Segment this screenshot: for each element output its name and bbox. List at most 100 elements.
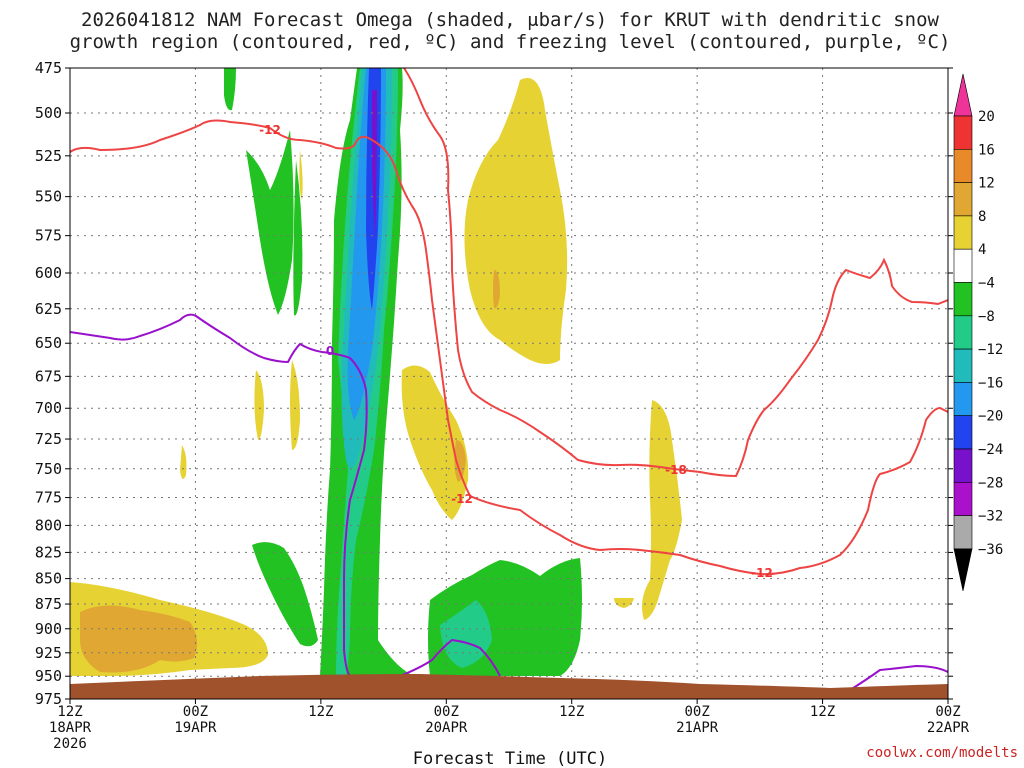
x-tick-label: 00Z <box>684 704 709 720</box>
omega-positive-region <box>290 360 300 450</box>
colorbar-label: 16 <box>978 142 995 158</box>
y-tick-label: 825 <box>35 543 62 561</box>
colorbar-label: −28 <box>978 475 1003 491</box>
x-tick-date-label: 21APR <box>676 720 719 736</box>
colorbar-label: −16 <box>978 375 1003 391</box>
colorbar-swatch <box>953 149 973 183</box>
y-tick-label: 900 <box>35 620 62 638</box>
colorbar-label: −4 <box>978 276 995 292</box>
y-tick-label: 775 <box>35 489 62 507</box>
y-tick-label: 625 <box>35 300 62 318</box>
colorbar-swatch <box>953 315 973 350</box>
red-contour-label: -12 <box>451 492 473 506</box>
freezing-level-contour <box>399 638 501 677</box>
y-tick-label: 700 <box>35 399 62 417</box>
y-tick-label: 725 <box>35 430 62 448</box>
y-tick-label: 500 <box>35 104 62 122</box>
colorbar-label: 12 <box>978 176 995 192</box>
plot-area: -12 -12 -18 -12 0 <box>70 68 948 699</box>
colorbar-label: −8 <box>978 309 995 325</box>
y-tick-label: 525 <box>35 147 62 165</box>
y-tick-label: 975 <box>35 690 62 708</box>
y-tick-label: 750 <box>35 460 62 478</box>
plot-frame <box>69 67 949 700</box>
colorbar-label: −32 <box>978 509 1003 525</box>
y-tick-label: 475 <box>35 59 62 77</box>
credit-text: coolwx.com/modelts <box>866 745 1018 761</box>
omega-positive-region <box>493 270 500 309</box>
colorbar-swatch <box>953 115 973 150</box>
y-tick-label: 575 <box>35 227 62 245</box>
colorbar-swatch <box>953 182 973 217</box>
x-tick-year-label: 2026 <box>53 736 87 752</box>
omega-positive-region <box>642 400 682 620</box>
colorbar-top-arrow <box>953 73 973 117</box>
colorbar-swatch <box>953 448 973 483</box>
omega-positive-region <box>454 440 466 482</box>
red-contours <box>70 68 948 576</box>
red-contour-upper <box>70 119 948 576</box>
omega-negative-region <box>252 542 318 647</box>
colorbar: 20 16 12 8 4 −4 −8 −12 −16 −20 −24 −28 −32 −36 <box>953 73 1003 591</box>
colorbar-bottom-arrow <box>953 548 973 591</box>
x-tick-date-label: 22APR <box>927 720 970 736</box>
omega-negative-region <box>372 90 377 240</box>
colorbar-label: −12 <box>978 342 1003 358</box>
contour-labels: -12 -12 -18 -12 0 <box>259 123 773 580</box>
y-tick-label: 800 <box>35 516 62 534</box>
omega-positive-region <box>614 598 634 608</box>
y-tick-label: 675 <box>35 367 62 385</box>
colorbar-label: −24 <box>978 442 1003 458</box>
colorbar-swatch <box>953 382 973 416</box>
omega-positive-region <box>464 78 568 364</box>
colorbar-swatch <box>953 481 973 516</box>
y-tick-label: 850 <box>35 570 62 588</box>
colorbar-label: −20 <box>978 409 1003 425</box>
x-tick-label: 00Z <box>434 704 459 720</box>
x-tick-label: 12Z <box>810 704 835 720</box>
colorbar-swatch <box>953 515 973 550</box>
y-tick-label: 650 <box>35 334 62 352</box>
omega-positive-region <box>80 605 198 673</box>
x-tick-label: 00Z <box>183 704 208 720</box>
colorbar-label: 20 <box>978 109 995 125</box>
terrain <box>70 674 948 699</box>
colorbar-swatch <box>953 415 973 450</box>
x-tick-label: 00Z <box>935 704 960 720</box>
x-tick-label: 12Z <box>57 704 82 720</box>
purple-contour-label: 0 <box>326 344 334 358</box>
colorbar-label: 8 <box>978 209 986 225</box>
omega-negative-region <box>246 130 294 315</box>
omega-negative-region <box>440 600 492 668</box>
x-tick-date-label: 18APR <box>49 720 92 736</box>
colorbar-swatch <box>953 215 973 250</box>
grid-lines <box>70 68 948 699</box>
red-contour-label: -12 <box>259 123 281 137</box>
omega-positive-region <box>401 365 469 520</box>
omega-negative-region <box>224 68 236 111</box>
omega-positive-region <box>299 150 303 200</box>
omega-shading <box>70 68 682 676</box>
red-contour-label: -18 <box>665 463 687 477</box>
colorbar-label: 4 <box>978 242 986 258</box>
x-tick-date-label: 19APR <box>174 720 217 736</box>
freezing-level-contour <box>70 313 368 677</box>
omega-negative-region <box>293 160 303 316</box>
freezing-level-contour <box>849 664 948 691</box>
omega-positive-region <box>254 370 264 440</box>
x-tick-date-label: 20APR <box>425 720 468 736</box>
y-tick-label: 925 <box>35 644 62 662</box>
red-contour-inner <box>403 68 948 478</box>
y-tick-label: 600 <box>35 264 62 282</box>
purple-contours <box>70 313 948 691</box>
colorbar-swatch <box>953 248 973 283</box>
y-tick-label: 550 <box>35 188 62 206</box>
y-tick-label: 950 <box>35 667 62 685</box>
y-axis: 475 500 525 550 575 600 625 650 675 700 725 750 775 8… <box>35 59 953 708</box>
y-tick-label: 875 <box>35 595 62 613</box>
colorbar-swatch <box>953 348 973 383</box>
x-tick-label: 12Z <box>559 704 584 720</box>
chart-title-line2: growth region (contoured, red, ºC) and f… <box>70 31 951 53</box>
